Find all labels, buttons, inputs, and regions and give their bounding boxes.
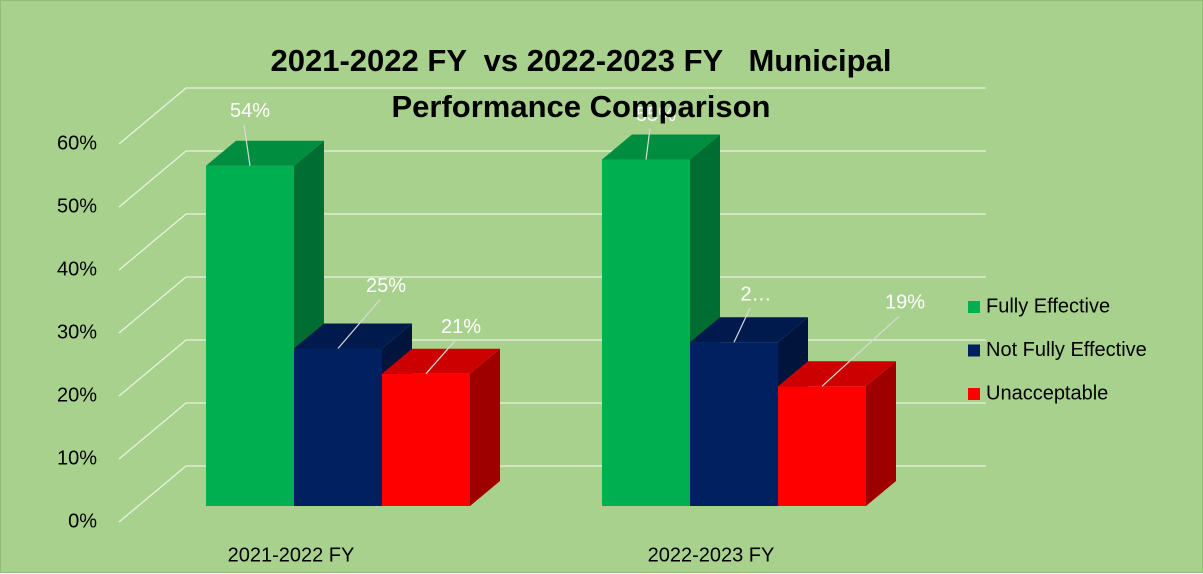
data-label: 19% [885,292,925,314]
bar-top [690,317,808,343]
leader-line [243,124,251,166]
legend-label: Not Fully Effective [986,339,1147,361]
bar-top [778,361,896,387]
leader-line [821,315,900,387]
bar-top [382,348,500,374]
legend-label: Fully Effective [986,295,1110,317]
bar-side [470,348,500,506]
legend-swatch [968,301,980,313]
y-tick-label: 60% [57,132,97,154]
bar [382,348,500,506]
y-tick-label: 30% [57,321,97,343]
y-tick-label: 20% [57,384,97,406]
y-tick-label: 50% [57,195,97,217]
chart-title: 2021-2022 FY vs 2022-2023 FY Municipal P… [270,43,901,124]
data-label: 54% [230,100,270,122]
leader-line [337,299,381,349]
data-label: 2… [740,283,771,305]
x-tick-label: 2021-2022 FY [228,544,355,566]
bar-top [294,323,412,349]
bar-top [602,134,720,160]
legend-label: Unacceptable [986,382,1108,404]
bar-front [690,342,778,506]
y-tick-label: 0% [68,510,97,532]
leader-line [425,340,456,375]
bar-front [206,165,294,507]
bar [602,134,720,506]
leader-line [733,307,751,343]
bar-front [778,386,866,506]
bar [778,361,896,506]
data-label: 25% [366,275,406,297]
bar-front [602,159,690,506]
leader-line [645,128,651,160]
legend-swatch [968,344,980,357]
x-tick-label: 2022-2023 FY [648,544,775,566]
y-tick-label: 40% [57,258,97,280]
data-label: 21% [441,316,481,338]
legend-swatch [968,388,980,400]
bar-top [206,140,324,166]
bar-front [294,348,382,506]
bar-side [866,361,896,506]
bar-front [382,373,470,506]
y-tick-label: 10% [57,447,97,469]
grid-line [118,87,986,145]
data-label: 55% [636,104,676,126]
